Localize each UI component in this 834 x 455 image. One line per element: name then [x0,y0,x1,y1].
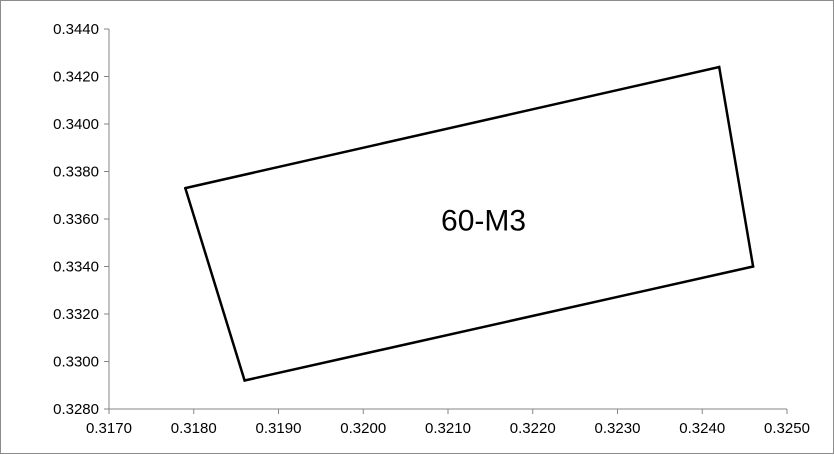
x-tick-label: 0.3230 [595,420,641,437]
y-tick-label: 0.3280 [53,401,99,418]
y-tick-label: 0.3420 [53,69,99,86]
x-tick-label: 0.3190 [256,420,302,437]
y-tick-label: 0.3380 [53,164,99,181]
y-tick-label: 0.3320 [53,306,99,323]
region-label: 60-M3 [441,205,526,238]
y-tick-group: 0.3280 0.3300 0.3320 0.3340 0.3360 0.3380 0.34… [53,21,109,418]
x-tick-label: 0.3200 [340,420,386,437]
y-tick-label: 0.3340 [53,259,99,276]
data-point [751,265,755,268]
data-point [718,65,721,69]
x-tick-label: 0.3180 [171,420,217,437]
y-tick-label: 0.3440 [53,21,99,38]
x-tick-label: 0.3250 [764,420,810,437]
y-tick-label: 0.3360 [53,211,99,228]
x-tick-label: 0.3220 [510,420,556,437]
series-group: 60-M3 [184,65,755,382]
data-point [184,186,187,190]
x-tick-group: 0.3170 0.3180 0.3190 0.3200 0.3210 0.3220 0.32… [86,409,810,437]
x-tick-label: 0.3170 [86,420,132,437]
data-point [243,379,246,382]
x-tick-label: 0.3210 [425,420,471,437]
y-tick-label: 0.3300 [53,354,99,371]
x-tick-label: 0.3240 [679,420,725,437]
y-tick-label: 0.3400 [53,116,99,133]
